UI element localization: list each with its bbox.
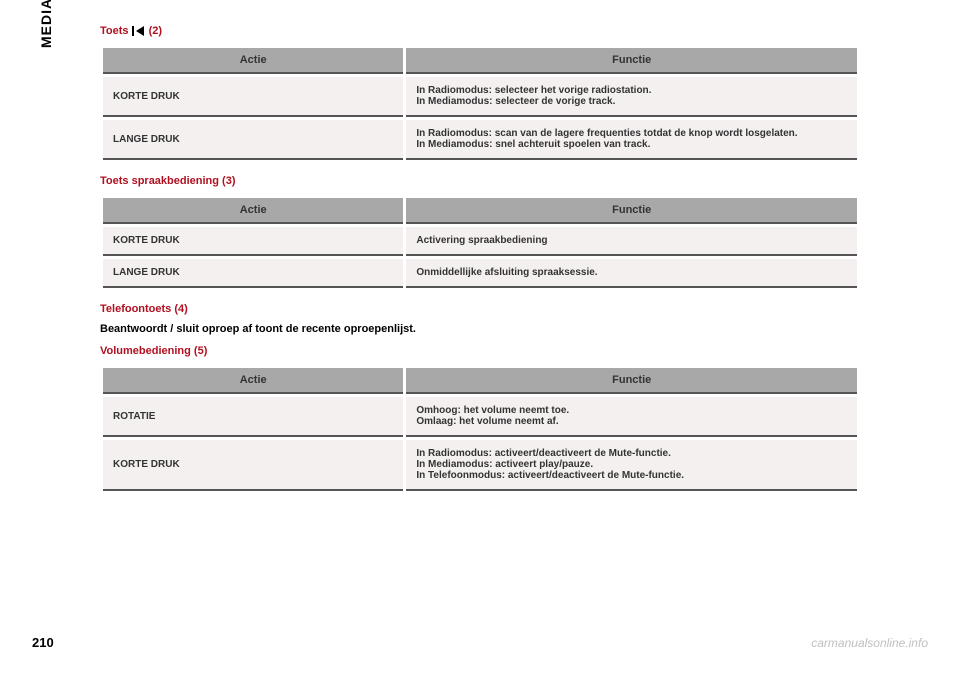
watermark: carmanualsonline.info — [811, 636, 928, 650]
table-row: KORTE DRUK Activering spraakbediening — [103, 227, 857, 256]
section1-table: Actie Functie KORTE DRUK In Radiomodus: … — [100, 45, 860, 163]
table-header-row: Actie Functie — [103, 48, 857, 74]
header-action: Actie — [103, 368, 403, 394]
cell-function: In Radiomodus: selecteer het vorige radi… — [406, 77, 857, 117]
header-function: Functie — [406, 198, 857, 224]
section2-table: Actie Functie KORTE DRUK Activering spra… — [100, 195, 860, 291]
section1-title-suffix: (2) — [146, 25, 163, 37]
section4-title: Volumebediening (5) — [100, 345, 860, 357]
previous-track-icon — [132, 26, 146, 36]
table-row: ROTATIE Omhoog: het volume neemt toe. Om… — [103, 397, 857, 437]
cell-action: KORTE DRUK — [103, 440, 403, 491]
table-row: KORTE DRUK In Radiomodus: activeert/deac… — [103, 440, 857, 491]
section1-title-prefix: Toets — [100, 25, 132, 37]
cell-action: ROTATIE — [103, 397, 403, 437]
table-row: KORTE DRUK In Radiomodus: selecteer het … — [103, 77, 857, 117]
cell-function: Onmiddellijke afsluiting spraaksessie. — [406, 259, 857, 288]
header-function: Functie — [406, 48, 857, 74]
cell-action: KORTE DRUK — [103, 227, 403, 256]
sidebar-label-black: MEDIA — [38, 0, 54, 48]
page-content: Toets (2) Actie Functie KORTE DRUK In Ra… — [100, 25, 860, 506]
cell-function: Activering spraakbediening — [406, 227, 857, 256]
header-function: Functie — [406, 368, 857, 394]
page-number: 210 — [32, 635, 54, 650]
table-row: LANGE DRUK Onmiddellijke afsluiting spra… — [103, 259, 857, 288]
cell-function: Omhoog: het volume neemt toe. Omlaag: he… — [406, 397, 857, 437]
cell-action: LANGE DRUK — [103, 259, 403, 288]
cell-function: In Radiomodus: scan van de lagere freque… — [406, 120, 857, 160]
section3-subtitle: Beantwoordt / sluit oproep af toont de r… — [100, 323, 860, 335]
table-header-row: Actie Functie — [103, 198, 857, 224]
section1-title: Toets (2) — [100, 25, 860, 37]
cell-action: KORTE DRUK — [103, 77, 403, 117]
header-action: Actie — [103, 198, 403, 224]
section2-title: Toets spraakbediening (3) — [100, 175, 860, 187]
header-action: Actie — [103, 48, 403, 74]
cell-function: In Radiomodus: activeert/deactiveert de … — [406, 440, 857, 491]
table-row: LANGE DRUK In Radiomodus: scan van de la… — [103, 120, 857, 160]
table-header-row: Actie Functie — [103, 368, 857, 394]
section4-table: Actie Functie ROTATIE Omhoog: het volume… — [100, 365, 860, 494]
section3-title: Telefoontoets (4) — [100, 303, 860, 315]
cell-action: LANGE DRUK — [103, 120, 403, 160]
sidebar-vertical-label: MEDIAMULTI — [38, 0, 54, 48]
